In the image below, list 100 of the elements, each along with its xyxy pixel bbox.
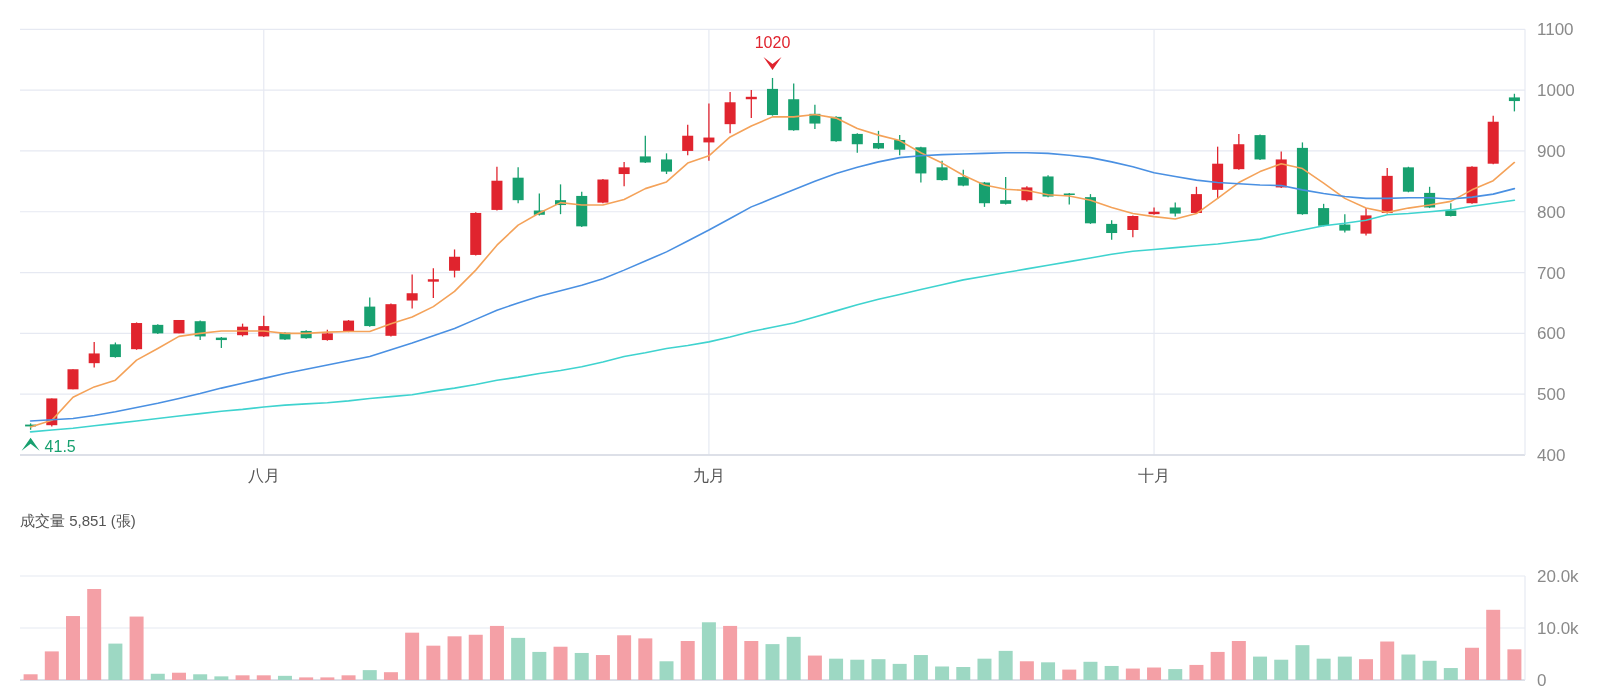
bar: [129, 616, 144, 680]
candlestick: [1127, 214, 1139, 238]
bar: [150, 673, 165, 680]
bar: [1316, 658, 1331, 680]
candlestick: [406, 273, 418, 310]
candlestick: [851, 132, 863, 154]
bar: [468, 634, 483, 680]
candlestick: [427, 267, 439, 299]
candlestick: [1000, 176, 1012, 206]
y-tick-label: 1000: [1537, 81, 1575, 101]
bar: [532, 651, 547, 680]
bar: [1041, 662, 1056, 680]
candlestick: [661, 152, 673, 175]
bar: [1274, 659, 1289, 680]
bar: [1104, 665, 1119, 680]
candlestick: [618, 161, 630, 187]
bar: [277, 675, 292, 680]
candlestick: [724, 91, 736, 134]
y-tick-label: 700: [1537, 263, 1566, 283]
bar: [362, 670, 377, 680]
bar: [1147, 667, 1162, 680]
bar: [574, 652, 589, 680]
bar: [998, 650, 1013, 680]
bar: [892, 663, 907, 680]
bar: [1231, 641, 1246, 680]
bar: [807, 655, 822, 680]
bar: [786, 636, 801, 680]
bar: [744, 641, 759, 680]
bar: [426, 645, 441, 680]
x-tick-label: 八月: [247, 467, 280, 484]
x-tick-label: 十月: [1138, 467, 1171, 484]
bar: [765, 644, 780, 680]
bar: [680, 641, 695, 680]
bar: [1507, 649, 1522, 680]
y-tick-label: 10.0k: [1537, 619, 1580, 638]
y-tick-label: 20.0k: [1537, 567, 1580, 586]
bar: [1253, 656, 1268, 680]
bar: [1125, 668, 1140, 680]
bar: [66, 616, 80, 680]
bar: [1019, 661, 1034, 680]
bar: [617, 635, 632, 680]
bar: [405, 632, 420, 680]
bar: [1337, 656, 1352, 680]
x-tick-label: 九月: [692, 467, 725, 484]
candlestick: [1106, 219, 1118, 241]
candlestick: [872, 130, 884, 150]
y-tick-label: 800: [1537, 202, 1566, 222]
candlestick: [639, 135, 651, 164]
bar: [44, 651, 59, 680]
bar: [871, 659, 886, 680]
candlestick: [597, 178, 609, 204]
bar: [956, 667, 971, 680]
bar: [235, 675, 250, 680]
bar: [1189, 664, 1204, 680]
bar: [1380, 641, 1395, 680]
bar: [1465, 647, 1479, 680]
y-tick-label: 0: [1537, 671, 1547, 690]
bar: [595, 655, 610, 680]
bar: [701, 622, 716, 680]
bar: [1062, 669, 1077, 680]
bar: [850, 659, 865, 680]
bar: [1295, 645, 1310, 680]
candlestick: [512, 166, 524, 204]
bar: [1422, 660, 1437, 680]
annotation: 1020: [754, 33, 791, 51]
bar: [299, 677, 314, 680]
bar: [553, 646, 568, 680]
bar: [1443, 668, 1458, 680]
candlestick: [1339, 213, 1351, 234]
bar: [659, 661, 674, 680]
bar: [108, 643, 123, 680]
bar: [829, 658, 844, 680]
y-tick-label: 900: [1537, 141, 1566, 161]
y-tick-label: 600: [1537, 324, 1566, 344]
bar: [171, 672, 186, 680]
bar: [723, 625, 738, 680]
bar: [214, 676, 229, 680]
bar: [193, 674, 208, 680]
bar: [1083, 661, 1098, 680]
candlestick: [88, 341, 100, 369]
annotation: 41.5: [44, 437, 76, 455]
bar: [1210, 651, 1225, 680]
bar: [320, 677, 335, 680]
candlestick: [364, 296, 376, 328]
bar: [1359, 659, 1374, 680]
bar: [977, 658, 992, 680]
chart-title: 成交量 5,851 (張): [20, 512, 136, 529]
bar: [87, 589, 102, 680]
y-tick-label: 500: [1537, 385, 1566, 405]
candlestick: [1190, 186, 1202, 215]
bar: [447, 636, 462, 680]
candlestick: [682, 124, 694, 156]
bar: [1401, 654, 1416, 680]
bar: [489, 625, 504, 680]
bar: [638, 638, 653, 680]
bar: [511, 637, 526, 680]
bar: [913, 655, 928, 680]
bar: [1486, 609, 1501, 680]
bar: [256, 675, 271, 680]
y-tick-label: 400: [1537, 446, 1566, 465]
